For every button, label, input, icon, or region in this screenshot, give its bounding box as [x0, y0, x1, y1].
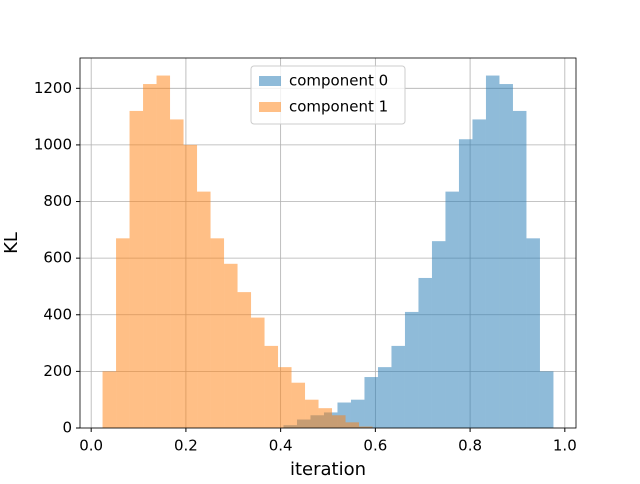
histogram-bar	[156, 75, 171, 429]
histogram-bar	[458, 139, 473, 428]
histogram-bar	[291, 382, 306, 428]
histogram-bar	[359, 426, 373, 428]
histogram-bar	[143, 84, 157, 429]
histogram-bar	[512, 110, 527, 429]
histogram-bar	[210, 238, 225, 428]
histogram-bar	[418, 277, 432, 428]
histogram-bar	[332, 415, 346, 428]
histogram-bar	[197, 191, 211, 428]
legend-label: component 0	[289, 72, 388, 90]
histogram-bar	[129, 110, 144, 429]
x-tick-label: 0.6	[363, 437, 387, 455]
histogram-bar	[391, 345, 405, 428]
y-axis-label: KL	[1, 232, 22, 254]
histogram-bar	[539, 371, 554, 428]
histogram-bar	[377, 367, 392, 428]
x-tick-label: 0.8	[458, 437, 482, 455]
histogram-bar	[318, 408, 333, 428]
histogram-bar	[183, 144, 198, 429]
histogram-bar	[278, 367, 292, 428]
histogram-bar	[345, 422, 360, 428]
plot-frame	[79, 57, 577, 429]
histogram-bar	[350, 399, 365, 428]
histogram-bar	[224, 263, 238, 428]
legend-box	[250, 65, 406, 125]
y-tick-label: 800	[43, 192, 72, 210]
histogram-bar	[170, 119, 184, 428]
y-tick-label: 400	[43, 305, 72, 323]
y-tick-label: 1200	[34, 79, 72, 97]
histogram-bar	[445, 191, 459, 428]
histogram-bar	[485, 75, 500, 429]
x-tick-label: 0.4	[269, 437, 293, 455]
y-tick-label: 1000	[34, 135, 72, 153]
histogram-bar	[364, 377, 378, 428]
histogram-bar	[116, 238, 130, 428]
x-tick-label: 1.0	[553, 437, 577, 455]
legend-swatch	[259, 102, 281, 112]
y-tick-label: 200	[43, 362, 72, 380]
histogram-bar	[237, 292, 252, 428]
histogram-bar	[102, 371, 117, 428]
histogram-bar	[499, 84, 513, 429]
x-axis-label: iteration	[290, 459, 366, 480]
x-tick-label: 0.0	[79, 437, 103, 455]
histogram-bar	[264, 345, 279, 428]
legend-label: component 1	[289, 98, 388, 116]
histogram-bar	[305, 399, 319, 428]
legend-swatch	[259, 76, 281, 86]
histogram-bar	[431, 241, 446, 428]
histogram-bar	[472, 119, 486, 428]
x-tick-label: 0.2	[174, 437, 198, 455]
histogram-bar	[526, 238, 540, 428]
y-tick-label: 600	[43, 249, 72, 267]
histogram-bar	[251, 317, 265, 428]
histogram-bar	[404, 311, 419, 428]
y-tick-label: 0	[62, 419, 72, 437]
